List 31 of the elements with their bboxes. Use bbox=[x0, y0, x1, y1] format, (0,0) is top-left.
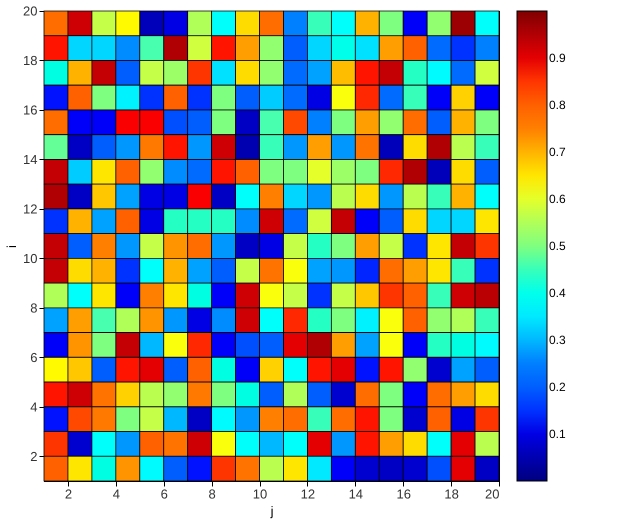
color-bar-label: 0.7 bbox=[549, 145, 566, 159]
x-tick-label: 12 bbox=[300, 486, 316, 502]
y-tick-label: 20 bbox=[23, 4, 38, 18]
x-tick-label: 18 bbox=[444, 486, 459, 502]
x-tick-label: 6 bbox=[160, 486, 168, 502]
color-bar-label: 0.2 bbox=[549, 380, 566, 394]
x-tick-label: 8 bbox=[208, 486, 216, 502]
y-tick-label: 16 bbox=[23, 102, 38, 118]
x-tick-label: 16 bbox=[396, 486, 411, 502]
color-bar-label: 0.6 bbox=[549, 192, 566, 206]
y-tick-label: 12 bbox=[23, 201, 38, 216]
y-axis-title: i bbox=[4, 244, 20, 248]
color-bar-label: 0.1 bbox=[549, 427, 566, 441]
y-tick-label: 8 bbox=[30, 300, 38, 316]
y-tick-label: 6 bbox=[30, 350, 38, 365]
color-bar-label: 0.4 bbox=[549, 286, 566, 300]
x-tick-label: 10 bbox=[252, 486, 268, 502]
y-tick-label: 14 bbox=[23, 152, 38, 167]
x-tick-label: 20 bbox=[485, 486, 500, 502]
color-bar-label: 0.9 bbox=[549, 51, 566, 65]
x-tick-label: 2 bbox=[64, 486, 72, 502]
y-tick-label: 18 bbox=[23, 52, 38, 68]
x-tick-label: 14 bbox=[348, 486, 364, 502]
y-tick-label: 2 bbox=[30, 448, 38, 464]
x-axis-title: j bbox=[270, 504, 274, 518]
x-tick-label: 4 bbox=[112, 486, 120, 502]
color-bar-label: 0.5 bbox=[549, 239, 566, 253]
y-tick-label: 10 bbox=[23, 250, 38, 266]
color-bar-label: 0.8 bbox=[549, 98, 566, 112]
color-bar-label: 0.3 bbox=[549, 333, 566, 347]
y-tick-label: 4 bbox=[30, 399, 38, 414]
